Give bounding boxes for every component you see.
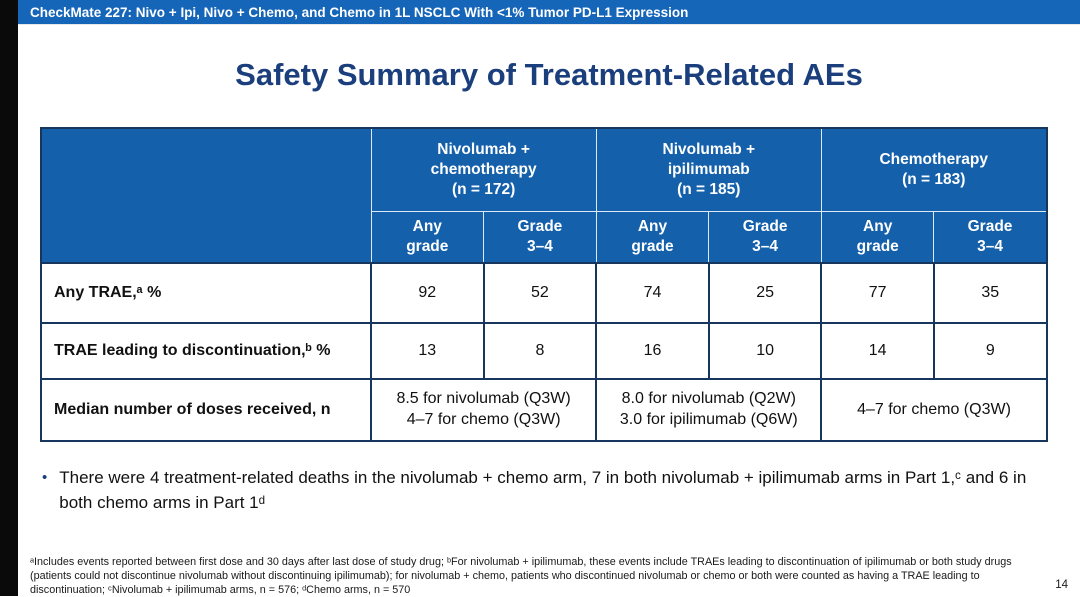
row-label-any-trae: Any TRAE,ᵃ %: [40, 262, 372, 324]
table-row: TRAE leading to discontinuation,ᵇ % 13 8…: [40, 322, 1048, 380]
table-cell: 77: [820, 262, 935, 324]
column-group-chemo: Chemotherapy (n = 183): [820, 127, 1048, 212]
table-cell: 35: [932, 262, 1048, 324]
table-cell: 9: [932, 322, 1048, 380]
column-group-nivo-chemo: Nivolumab + chemotherapy (n = 172): [370, 127, 597, 212]
page-title: Safety Summary of Treatment-Related AEs: [235, 57, 863, 92]
column-group-nivo-ipi: Nivolumab + ipilimumab (n = 185): [595, 127, 822, 212]
subheader-grade-34-2: Grade 3–4: [708, 210, 822, 264]
bullet-text: There were 4 treatment-related deaths in…: [59, 468, 1027, 512]
table-cell: 74: [595, 262, 710, 324]
safety-summary-table: Nivolumab + chemotherapy (n = 172) Nivol…: [40, 127, 1048, 442]
table-cell-median-chemo: 4–7 for chemo (Q3W): [820, 378, 1048, 442]
left-edge-strip: [0, 0, 18, 596]
table-subheader-row: Any grade Grade 3–4 Any grade Grade 3–4 …: [41, 210, 1048, 264]
table-group-header-row: Nivolumab + chemotherapy (n = 172) Nivol…: [40, 127, 1048, 264]
table-cell: 10: [707, 322, 823, 380]
table-cell-median-nivo-ipi: 8.0 for nivolumab (Q2W) 3.0 for ipilimum…: [595, 378, 823, 442]
table-cell: 25: [707, 262, 823, 324]
table-row: Any TRAE,ᵃ % 92 52 74 25 77 35: [40, 262, 1048, 324]
table-cell: 13: [370, 322, 485, 380]
table-cell: 16: [595, 322, 710, 380]
subheader-any-grade-1: Any grade: [370, 210, 485, 264]
table-cell: 8: [482, 322, 598, 380]
page-number: 14: [1055, 579, 1068, 591]
row-label-trae-discontinuation: TRAE leading to discontinuation,ᵇ %: [40, 322, 372, 380]
table-row: Median number of doses received, n 8.5 f…: [40, 378, 1048, 442]
key-finding-bullet: • There were 4 treatment-related deaths …: [42, 466, 1054, 515]
row-label-median-doses: Median number of doses received, n: [40, 378, 372, 442]
subheader-grade-34-3: Grade 3–4: [933, 210, 1048, 264]
table-cell-median-nivo-chemo: 8.5 for nivolumab (Q3W) 4–7 for chemo (Q…: [369, 378, 598, 442]
table-cell: 92: [370, 262, 485, 324]
subheader-any-grade-3: Any grade: [820, 210, 935, 264]
slide-header-text: CheckMate 227: Nivo + Ipi, Nivo + Chemo,…: [30, 5, 689, 20]
table-cell: 14: [820, 322, 935, 380]
subheader-grade-34-1: Grade 3–4: [483, 210, 597, 264]
table-cell: 52: [482, 262, 598, 324]
slide-header-bar: CheckMate 227: Nivo + Ipi, Nivo + Chemo,…: [18, 0, 1080, 25]
footnotes: ᵃIncludes events reported between first …: [30, 556, 1012, 596]
subheader-any-grade-2: Any grade: [595, 210, 710, 264]
bullet-icon: •: [42, 469, 48, 486]
table-corner-cell: [40, 127, 372, 264]
